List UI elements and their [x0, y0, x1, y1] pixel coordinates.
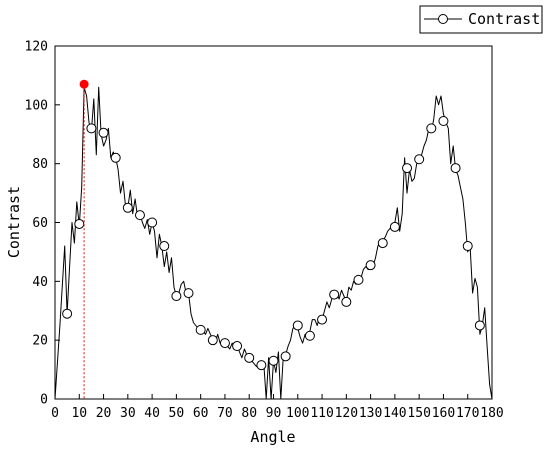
data-point-marker — [147, 217, 158, 228]
x-tick-label: 60 — [193, 406, 209, 421]
y-axis-label: Contrast — [5, 186, 23, 258]
data-point-marker — [353, 274, 364, 285]
y-axis-ticks: 0 20 40 60 80 100 120 — [25, 40, 60, 408]
data-point-marker — [62, 308, 73, 319]
data-point-marker — [86, 123, 97, 134]
x-tick-label: 20 — [96, 406, 112, 421]
y-tick-label: 120 — [25, 40, 48, 55]
x-tick-label: 120 — [335, 406, 358, 421]
y-tick-label: 20 — [32, 334, 48, 349]
x-tick-label: 160 — [432, 406, 455, 421]
x-tick-label: 130 — [359, 406, 382, 421]
data-point-marker — [207, 335, 218, 346]
data-point-marker — [292, 320, 303, 331]
data-point-marker — [377, 238, 388, 249]
y-tick-label: 0 — [40, 393, 48, 408]
data-point-marker — [232, 341, 243, 352]
x-tick-label: 110 — [310, 406, 333, 421]
x-axis-label: Angle — [250, 428, 295, 446]
data-point-marker — [110, 152, 121, 163]
x-tick-label: 140 — [383, 406, 406, 421]
x-tick-label: 30 — [120, 406, 136, 421]
y-tick-label: 80 — [32, 157, 48, 172]
y-tick-label: 100 — [25, 98, 48, 113]
x-tick-label: 50 — [169, 406, 185, 421]
data-point-marker — [219, 338, 230, 349]
data-point-marker — [280, 351, 291, 362]
x-tick-label: 70 — [217, 406, 233, 421]
legend-entry-label: Contrast — [468, 10, 540, 28]
data-point-marker — [183, 288, 194, 299]
legend-marker-icon — [438, 14, 448, 24]
data-point-marker — [98, 127, 109, 138]
data-point-marker — [74, 218, 85, 229]
legend: Contrast — [419, 5, 543, 34]
x-tick-label: 0 — [51, 406, 59, 421]
data-point-marker — [171, 291, 182, 302]
x-tick-label: 150 — [407, 406, 430, 421]
data-point-marker — [195, 324, 206, 335]
data-point-marker — [244, 352, 255, 363]
x-tick-label: 40 — [144, 406, 160, 421]
y-tick-label: 40 — [32, 275, 48, 290]
data-point-marker — [268, 355, 279, 366]
data-point-marker — [317, 314, 328, 325]
series-layer — [54, 86, 493, 400]
data-point-marker — [414, 154, 425, 165]
marker-layer — [62, 116, 485, 371]
data-point-marker — [159, 241, 170, 252]
x-tick-label: 10 — [71, 406, 87, 421]
data-point-marker — [462, 241, 473, 252]
data-point-marker — [474, 320, 485, 331]
data-point-marker — [122, 202, 133, 213]
data-point-marker — [426, 123, 437, 134]
x-tick-label: 170 — [456, 406, 479, 421]
data-point-marker — [304, 330, 315, 341]
x-tick-label: 100 — [286, 406, 309, 421]
data-point-marker — [329, 289, 340, 300]
highlight-layer — [79, 79, 89, 399]
peak-point-marker — [79, 79, 89, 89]
plot-frame — [54, 45, 493, 400]
y-tick-label: 60 — [32, 216, 48, 231]
x-tick-label: 80 — [241, 406, 257, 421]
data-point-marker — [365, 260, 376, 271]
data-point-marker — [438, 116, 449, 127]
data-point-marker — [402, 163, 413, 174]
x-tick-label: 180 — [480, 406, 503, 421]
data-point-marker — [389, 221, 400, 232]
data-point-marker — [450, 163, 461, 174]
x-axis-ticks: 0 10 20 30 40 50 60 70 80 90 100 110 120 130 140 150 160… — [51, 394, 504, 421]
x-tick-label: 90 — [266, 406, 282, 421]
data-point-marker — [341, 296, 352, 307]
data-point-marker — [256, 360, 267, 371]
series-line-contrast — [54, 86, 493, 400]
data-point-marker — [134, 210, 145, 221]
